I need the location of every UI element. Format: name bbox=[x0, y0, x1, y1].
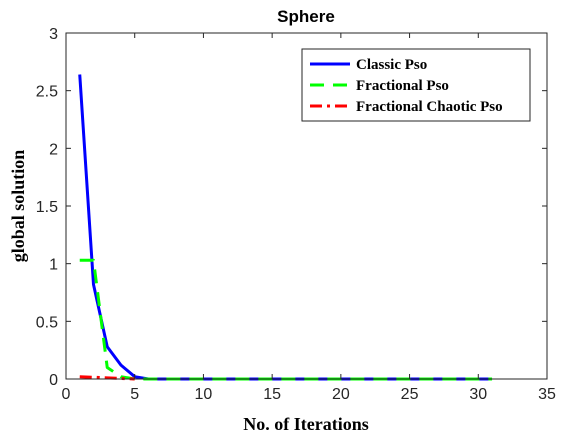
y-axis: 0 0.5 1 1.5 2 2.5 3 bbox=[36, 26, 547, 389]
y-tick-label: 1 bbox=[49, 257, 58, 274]
x-tick-label: 15 bbox=[263, 386, 281, 403]
series-line-3 bbox=[79, 375, 135, 381]
legend-label-2: Fractional Pso bbox=[356, 78, 449, 94]
x-axis: 0 5 10 15 20 25 30 35 bbox=[62, 33, 556, 403]
x-tick-label: 35 bbox=[538, 386, 556, 403]
x-tick-label: 0 bbox=[62, 386, 71, 403]
legend: Classic Pso Fractional Pso Fractional Chao… bbox=[301, 48, 531, 122]
legend-label-1: Classic Pso bbox=[356, 57, 427, 73]
y-axis-label: global solution bbox=[8, 150, 28, 263]
y-tick-label: 1.5 bbox=[36, 199, 58, 216]
legend-label-3: Fractional Chaotic Pso bbox=[356, 99, 503, 115]
x-tick-label: 30 bbox=[469, 386, 487, 403]
y-tick-label: 2.5 bbox=[36, 84, 58, 101]
x-axis-label: No. of Iterations bbox=[243, 414, 368, 432]
x-tick-label: 10 bbox=[195, 386, 213, 403]
y-tick-label: 0 bbox=[49, 372, 58, 389]
x-tick-label: 25 bbox=[401, 386, 419, 403]
chart-title: Sphere bbox=[277, 7, 335, 26]
x-tick-label: 20 bbox=[332, 386, 350, 403]
y-tick-label: 3 bbox=[49, 26, 58, 43]
x-tick-label: 5 bbox=[130, 386, 139, 403]
y-tick-label: 2 bbox=[49, 141, 58, 158]
y-tick-label: 0.5 bbox=[36, 314, 58, 331]
